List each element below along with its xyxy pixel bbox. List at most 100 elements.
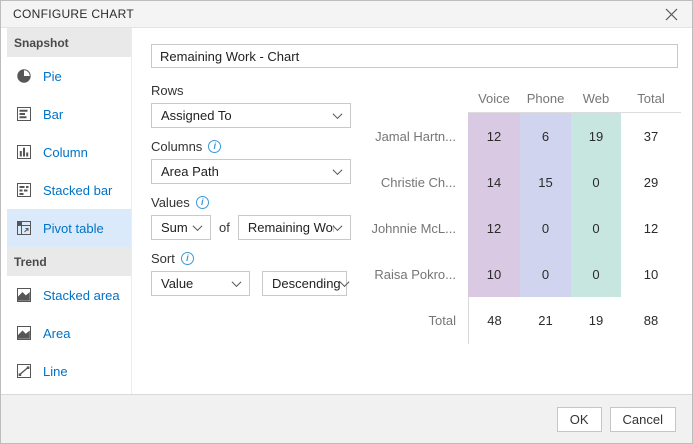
- pie-chart-icon: [16, 68, 32, 84]
- sort-by-dropdown[interactable]: Value: [151, 271, 250, 296]
- sidebar-item-line[interactable]: Line: [7, 352, 131, 390]
- pivot-row-label: Raisa Pokro...: [374, 266, 456, 282]
- chart-type-sidebar: Snapshot Pie Bar Column: [1, 28, 132, 394]
- dialog-title: CONFIGURE CHART: [13, 7, 134, 21]
- pivot-row-label: Christie Ch...: [380, 174, 456, 190]
- sidebar-item-label: Line: [43, 363, 68, 379]
- pivot-table-icon: [16, 220, 32, 236]
- values-label: Values: [151, 194, 190, 210]
- pivot-total-cell: 88: [643, 313, 659, 328]
- sidebar-item-area[interactable]: Area: [7, 314, 131, 352]
- chart-title-input[interactable]: [151, 44, 678, 68]
- sort-order-dropdown-value: Descending: [272, 276, 341, 291]
- rows-dropdown[interactable]: Assigned To: [151, 103, 351, 128]
- pivot-column-header: Phone: [520, 84, 571, 113]
- pivot-cell: 14: [468, 159, 520, 205]
- sidebar-item-pivot-table[interactable]: Pivot table: [7, 209, 131, 247]
- pivot-table-preview: Voice Phone Web Total Jamal Hartn... 12 …: [368, 84, 681, 344]
- columns-label: Columns: [151, 138, 203, 154]
- area-chart-icon: [16, 325, 32, 341]
- sort-by-dropdown-value: Value: [161, 276, 194, 291]
- pivot-cell: 0: [520, 251, 571, 297]
- chevron-down-icon: [231, 277, 242, 288]
- sidebar-item-bar[interactable]: Bar: [7, 95, 131, 133]
- values-label-row: Values i: [151, 194, 351, 210]
- info-icon[interactable]: i: [180, 251, 194, 265]
- pivot-column-header: Voice: [468, 84, 520, 113]
- rows-dropdown-value: Assigned To: [161, 108, 232, 123]
- sidebar-item-label: Pivot table: [43, 220, 104, 236]
- pivot-cell: 0: [571, 251, 621, 297]
- sort-label: Sort: [151, 250, 175, 266]
- sidebar-item-stacked-area[interactable]: Stacked area: [7, 276, 131, 314]
- sidebar-item-label: Pie: [43, 68, 62, 84]
- main-panel: Rows Assigned To Columns i Area Path Val…: [132, 28, 692, 394]
- pivot-cell: 37: [643, 128, 659, 144]
- pivot-cell: 10: [643, 266, 659, 282]
- aggregation-dropdown[interactable]: Sum: [151, 215, 211, 240]
- chevron-down-icon: [339, 277, 350, 288]
- chevron-down-icon: [192, 221, 203, 232]
- sidebar-item-label: Stacked area: [43, 287, 120, 303]
- pivot-row-label: Jamal Hartn...: [375, 128, 456, 144]
- pivot-total-cell: 21: [538, 313, 553, 328]
- pivot-cell: 6: [520, 113, 571, 159]
- value-field-dropdown-value: Remaining Work: [247, 220, 334, 235]
- sidebar-item-column[interactable]: Column: [7, 133, 131, 171]
- pivot-total-cell: 48: [468, 297, 520, 344]
- pivot-column-header: Total: [621, 84, 681, 113]
- line-chart-icon: [16, 363, 32, 379]
- dialog-titlebar: CONFIGURE CHART: [1, 1, 692, 28]
- pivot-cell: 12: [468, 205, 520, 251]
- sort-order-dropdown[interactable]: Descending: [262, 271, 350, 296]
- pivot-row-label: Johnnie McL...: [371, 220, 456, 236]
- value-field-dropdown[interactable]: Remaining Work: [237, 215, 351, 240]
- rows-label: Rows: [151, 82, 184, 98]
- stacked-bar-chart-icon: [16, 182, 32, 198]
- chevron-down-icon: [332, 109, 343, 120]
- cancel-button[interactable]: Cancel: [609, 406, 676, 432]
- sidebar-section-snapshot: Snapshot: [7, 28, 131, 57]
- aggregation-dropdown-value: Sum: [161, 220, 188, 235]
- pivot-cell: 12: [643, 220, 659, 236]
- column-chart-icon: [16, 144, 32, 160]
- pivot-cell: 10: [468, 251, 520, 297]
- rows-label-row: Rows: [151, 82, 351, 98]
- sort-row: Value Descending: [151, 271, 350, 296]
- of-label: of: [219, 220, 230, 235]
- ok-button[interactable]: OK: [556, 406, 602, 432]
- sort-label-row: Sort i: [151, 250, 351, 266]
- pivot-total-cell: 19: [588, 313, 604, 328]
- columns-dropdown-value: Area Path: [161, 164, 219, 179]
- pivot-total-label: Total: [428, 313, 456, 328]
- bar-chart-icon: [16, 106, 32, 122]
- columns-dropdown[interactable]: Area Path: [151, 159, 351, 184]
- columns-label-row: Columns i: [151, 138, 351, 154]
- info-icon[interactable]: i: [208, 139, 222, 153]
- chevron-down-icon: [332, 221, 343, 232]
- pivot-cell: 0: [520, 205, 571, 251]
- pivot-corner-cell: [368, 84, 468, 113]
- dialog-body: Snapshot Pie Bar Column: [1, 28, 692, 394]
- pivot-cell: 19: [571, 113, 621, 159]
- sidebar-item-label: Bar: [43, 106, 64, 122]
- info-icon[interactable]: i: [195, 195, 209, 209]
- pivot-cell: 29: [643, 174, 659, 190]
- close-icon: [665, 8, 678, 20]
- pivot-config-form: Rows Assigned To Columns i Area Path Val…: [151, 82, 351, 296]
- values-row: Sum of Remaining Work: [151, 215, 351, 240]
- stacked-area-chart-icon: [16, 287, 32, 303]
- sidebar-section-trend: Trend: [7, 247, 131, 276]
- close-button[interactable]: [665, 8, 678, 21]
- sidebar-item-label: Column: [43, 144, 88, 160]
- pivot-cell: 12: [468, 113, 520, 159]
- pivot-cell: 0: [571, 205, 621, 251]
- dialog-footer: OK Cancel: [1, 394, 692, 443]
- sidebar-item-label: Area: [43, 325, 71, 341]
- sidebar-item-label: Stacked bar: [43, 182, 113, 198]
- sidebar-item-pie[interactable]: Pie: [7, 57, 131, 95]
- pivot-column-header: Web: [571, 84, 621, 113]
- sidebar-item-stacked-bar[interactable]: Stacked bar: [7, 171, 131, 209]
- chevron-down-icon: [332, 165, 343, 176]
